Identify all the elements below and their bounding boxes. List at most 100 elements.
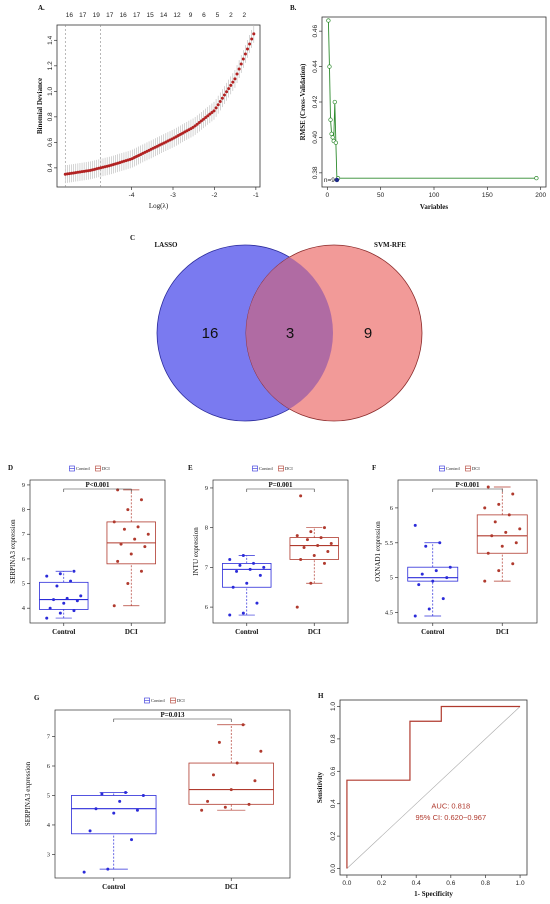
panel-a-ylabel: Binomial Deviance xyxy=(36,78,44,134)
panel-a-top-count: 5 xyxy=(216,12,220,19)
panel-g-point xyxy=(112,811,116,815)
panel-f-box xyxy=(476,514,528,554)
panel-g-point xyxy=(211,773,215,777)
panel-d-point xyxy=(116,559,120,563)
panel-f-point xyxy=(483,506,487,510)
panel-a-point xyxy=(197,121,201,125)
panel-a-top-count: 15 xyxy=(146,12,154,19)
panel-a-point xyxy=(202,117,206,121)
panel-f-point xyxy=(431,579,435,583)
panel-a-point xyxy=(208,112,212,116)
venn-count-lasso-only: 16 xyxy=(202,325,219,342)
panel-e-point xyxy=(309,581,313,585)
panel-e-point xyxy=(231,585,235,589)
panel-a-point xyxy=(231,80,235,84)
panel-d-point xyxy=(72,609,76,613)
panel-a-top-count: 16 xyxy=(120,12,128,19)
venn-overlap-region xyxy=(246,245,333,421)
panel-d-point xyxy=(129,552,133,556)
panel-a-point xyxy=(241,57,245,61)
panel-d-point xyxy=(139,498,143,502)
panel-b-xtick-label: 150 xyxy=(482,192,493,199)
panel-e-ytick-label: 9 xyxy=(205,485,208,492)
panel-a-ytick-label: 1.4 xyxy=(47,35,54,44)
panel-h-ytick-label: 0.8 xyxy=(330,734,337,743)
panel-b-ytick-label: 0.42 xyxy=(312,95,319,108)
panel-e-point xyxy=(322,561,326,565)
panel-f-pvalue: P<0.001 xyxy=(455,481,480,489)
panel-d-point xyxy=(139,569,143,573)
panel-b-ytick-label: 0.44 xyxy=(312,60,319,73)
panel-b-xtick-label: 0 xyxy=(326,192,330,199)
panel-h-xtick-label: 0.0 xyxy=(342,880,351,887)
panel-d-point xyxy=(58,572,62,576)
panel-a-point xyxy=(248,42,252,46)
panel-d-point xyxy=(72,569,76,573)
panel-d-point xyxy=(112,604,116,608)
panel-f-box xyxy=(407,566,459,582)
panel-d-box xyxy=(39,581,89,610)
panel-b-ylabel: RMSE (Cross-Validation) xyxy=(299,63,307,140)
panel-g-ytick-label: 4 xyxy=(47,822,51,829)
panel-d-point xyxy=(133,537,137,541)
panel-f-point xyxy=(424,544,428,548)
panel-a-point xyxy=(222,93,226,97)
panel-a-top-count: 14 xyxy=(160,12,168,19)
panel-h-auc: AUC: 0.818 xyxy=(431,802,470,811)
panel-g-box xyxy=(188,762,274,805)
panel-g-point xyxy=(141,793,145,797)
panel-f-point xyxy=(420,572,424,576)
panel-f-legend-dci-label: DCI xyxy=(472,466,480,471)
panel-f-point xyxy=(413,614,417,618)
panel-f-ytick-label: 4.5 xyxy=(385,610,393,617)
panel-d-point xyxy=(55,584,59,588)
panel-a-ytick-label: 0.8 xyxy=(47,112,54,121)
panel-a-top-count: 16 xyxy=(66,12,74,19)
panel-f-xtick-label: DCI xyxy=(496,628,509,636)
panel-a-point xyxy=(225,90,229,94)
panel-a-top-count: 9 xyxy=(189,12,193,19)
panel-b-point xyxy=(328,117,333,122)
panel-a-xlabel: Log(λ) xyxy=(149,202,169,210)
panel-g-frame xyxy=(54,709,291,879)
panel-f-point xyxy=(486,485,490,489)
panel-g-box xyxy=(71,795,157,835)
panel-g-point xyxy=(247,802,251,806)
panel-d-point xyxy=(75,599,79,603)
panel-a-xtick-label: -1 xyxy=(253,192,259,199)
panel-b-xtick-label: 50 xyxy=(377,192,385,199)
panel-g-point xyxy=(124,791,128,795)
panel-e-point xyxy=(299,557,303,561)
panel-f-point xyxy=(445,576,449,580)
panel-e-ytick-label: 8 xyxy=(205,525,208,532)
panel-a-point xyxy=(212,109,216,113)
panel-f-point xyxy=(507,513,511,517)
panel-e-point xyxy=(302,546,306,550)
panel-f-point xyxy=(438,541,442,545)
panel-h-ytick-label: 0.6 xyxy=(330,766,337,775)
panel-e-point xyxy=(238,563,242,567)
panel-f-point xyxy=(514,541,518,545)
panel-d-ytick-label: 8 xyxy=(22,507,25,514)
panel-e-ylabel: INTU expression xyxy=(192,527,200,576)
panel-d-xtick-label: DCI xyxy=(125,628,138,636)
panel-d-point xyxy=(58,611,62,615)
panel-g-point xyxy=(223,805,227,809)
panel-a-top-count: 12 xyxy=(173,12,181,19)
panel-d-xtick-label: Control xyxy=(52,628,75,636)
panel-d-ylabel: SERPINA3 expression xyxy=(9,519,17,584)
panel-h-xtick-label: 1.0 xyxy=(516,880,525,887)
panel-g-bracket xyxy=(113,718,232,722)
panel-h-xtick-label: 0.2 xyxy=(377,880,386,887)
panel-g-ytick-label: 7 xyxy=(47,734,51,741)
panel-a-point xyxy=(250,37,254,41)
panel-d-point xyxy=(119,542,123,546)
panel-a-xtick-label: -4 xyxy=(129,192,135,199)
panel-f-ytick-label: 5 xyxy=(390,575,393,582)
panel-g-point xyxy=(229,788,233,792)
panel-c-letter: C xyxy=(130,234,135,242)
panel-f-letter: F xyxy=(372,464,376,472)
panel-e-ytick-label: 6 xyxy=(205,604,209,611)
panel-f-point xyxy=(427,607,431,611)
panel-e-point xyxy=(241,611,245,615)
